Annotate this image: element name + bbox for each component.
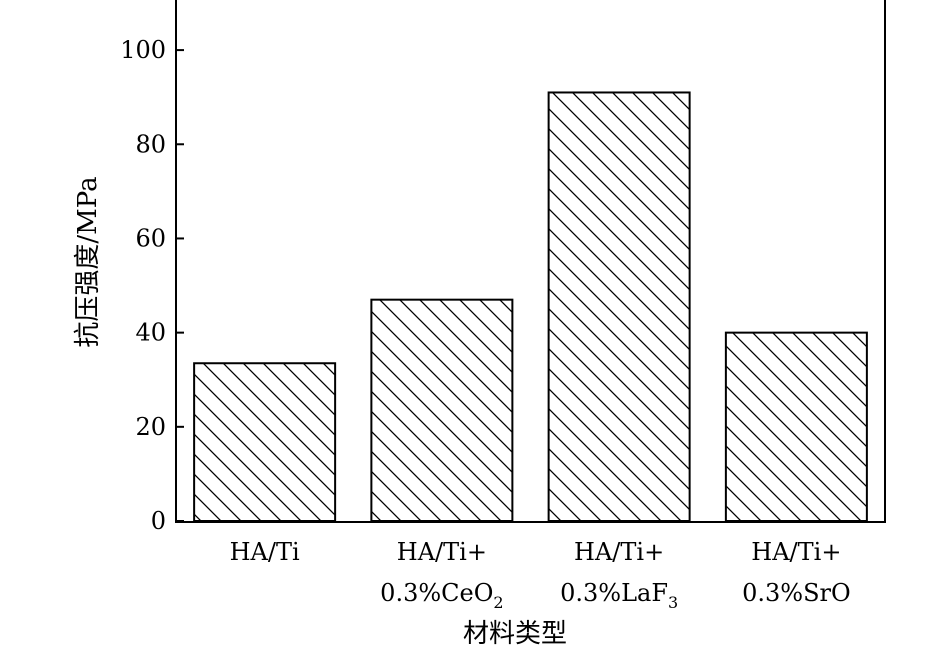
bar-1 — [193, 362, 337, 522]
x-category-label-4-formula: 0.3%SrO — [742, 579, 851, 607]
x-category-label-3-subscript: 3 — [668, 593, 678, 612]
y-tick-label-60: 60 — [135, 224, 166, 252]
x-category-label-1-line1: HA/Ti — [230, 538, 300, 566]
x-axis: HA/Ti HA/Ti+ 0.3%CeO2 HA/Ti+ 0.3%LaF3 HA/Ti+ 0… — [230, 538, 851, 612]
y-tick-label-0: 0 — [151, 507, 166, 535]
x-category-label-3-line2: 0.3%LaF3 — [560, 579, 678, 612]
x-axis-title: 材料类型 — [463, 619, 567, 649]
y-tick-label-80: 80 — [135, 130, 166, 158]
x-category-label-3-line1: HA/Ti+ — [574, 538, 664, 566]
x-category-label-4-line2: 0.3%SrO — [742, 579, 851, 607]
x-category-label-2-formula: 0.3%CeO — [380, 579, 493, 607]
bars-group — [193, 91, 868, 523]
y-tick-label-20: 20 — [135, 413, 166, 441]
y-tick-label-40: 40 — [135, 319, 166, 347]
bar-4 — [724, 331, 868, 522]
bar-3 — [547, 91, 691, 523]
x-category-label-2-subscript: 2 — [493, 593, 503, 612]
y-axis: 0 20 40 60 80 100 — [120, 36, 184, 535]
y-axis-title: 抗压强度/MPa — [73, 176, 103, 347]
x-category-label-3-formula: 0.3%LaF — [560, 579, 668, 607]
bar-2 — [370, 298, 514, 522]
plot-frame — [175, 0, 886, 523]
x-category-label-2-line2: 0.3%CeO2 — [380, 579, 503, 612]
x-category-label-2-line1: HA/Ti+ — [397, 538, 487, 566]
x-category-label-4-line1: HA/Ti+ — [751, 538, 841, 566]
y-tick-label-100: 100 — [120, 36, 166, 64]
